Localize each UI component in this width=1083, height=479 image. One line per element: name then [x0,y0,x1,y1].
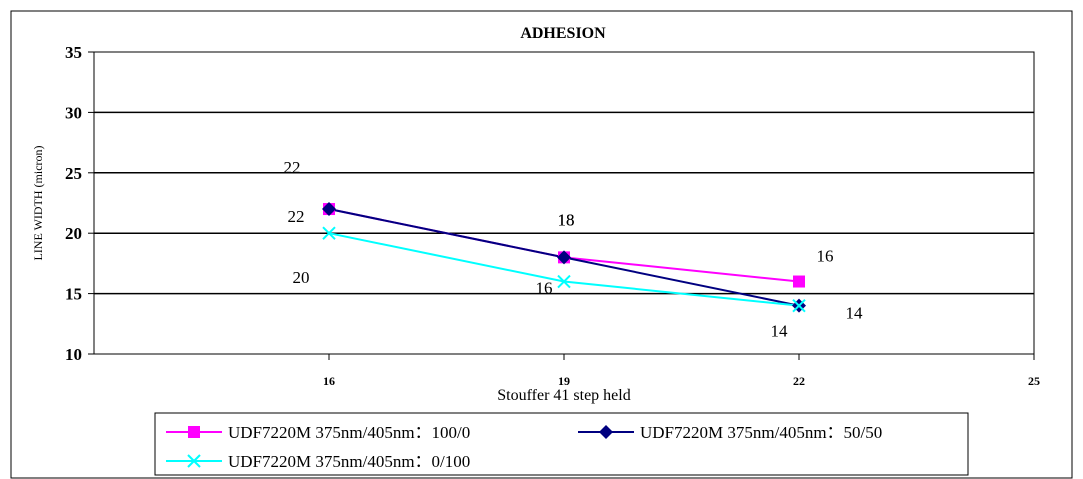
y-tick-label: 30 [65,103,82,122]
x-axis-label: Stouffer 41 step held [497,387,630,404]
series-markers [322,202,806,313]
data-label: 16 [536,279,553,298]
y-tick-label: 10 [65,345,82,364]
chart-title: ADHESION [520,25,606,42]
data-point-stroke [792,298,806,313]
data-point [793,275,805,288]
legend-item: UDF7220M 375nm/405nm：100/0 [166,423,470,442]
legend-label: UDF7220M 375nm/405nm：50/50 [640,423,882,442]
x-tick-marks [328,354,1035,360]
x-tick-labels: 16 19 22 25 [323,374,1040,388]
data-label: 18 [558,210,575,229]
x-tick-label: 22 [793,374,805,388]
data-point [792,298,806,313]
legend-box [154,412,969,476]
legend-marker [188,426,200,438]
legend-marker [187,454,201,468]
data-point-stroke [557,274,571,289]
data-point [322,202,336,217]
data-label: 14 [771,322,789,341]
data-point [322,226,336,240]
x-tick-label: 16 [323,374,335,388]
legend-label: UDF7220M 375nm/405nm：100/0 [228,423,470,442]
legend-marker [599,425,613,439]
legend: UDF7220M 375nm/405nm：100/0 UDF7220M 375nm… [154,412,969,476]
y-tick-label: 20 [65,224,82,243]
data-point-stroke [322,226,336,240]
legend-label: UDF7220M 375nm/405nm：0/100 [228,452,470,471]
y-axis-label: LINE WIDTH (micron) [31,145,45,260]
data-label: 18 [558,210,575,229]
chart-border [10,10,1073,479]
x-tick-label: 19 [558,374,570,388]
y-tick-label: 15 [65,285,82,304]
y-tick-label: 35 [65,43,82,62]
y-gridlines [88,51,1034,355]
legend-item: UDF7220M 375nm/405nm：50/50 [578,423,882,442]
data-point [557,250,571,265]
data-label: 22 [284,158,301,177]
data-point [557,274,571,289]
data-label: 14 [846,304,864,323]
data-label: 22 [288,207,305,226]
legend-item: UDF7220M 375nm/405nm：0/100 [166,452,470,471]
legend-marker-stroke [187,454,201,468]
data-label: 16 [817,247,834,266]
data-label: 20 [293,268,310,287]
x-tick-label: 25 [1028,374,1040,388]
y-tick-label: 25 [65,164,82,183]
y-tick-labels: 10 15 20 25 30 35 [65,43,82,364]
